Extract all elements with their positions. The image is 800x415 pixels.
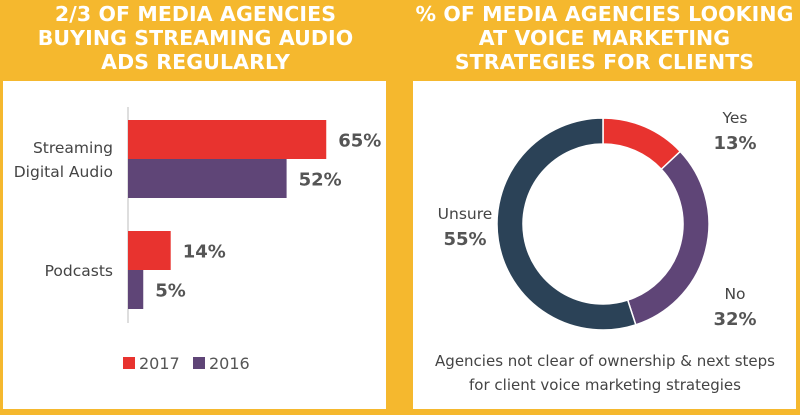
right-title-line-2: AT VOICE MARKETING (478, 26, 731, 50)
donut-caption-line-1: Agencies not clear of ownership & next s… (435, 352, 775, 370)
right-chart-body: Yes 13% No 32% Unsure 55% Agencies not clear o… (413, 81, 796, 409)
category-label: Digital Audio (14, 163, 113, 181)
right-panel: % OF MEDIA AGENCIES LOOKING AT VOICE MAR… (409, 0, 800, 415)
slice-value-yes: 13% (713, 133, 756, 154)
bar-2017-0 (128, 120, 327, 159)
left-panel: 2/3 OF MEDIA AGENCIES BUYING STREAMING A… (0, 0, 391, 415)
bar-2016-0 (128, 159, 287, 198)
legend-swatch-2016 (193, 357, 205, 369)
legend-label-2016: 2016 (209, 354, 250, 373)
left-title-line-3: ADS REGULARLY (101, 50, 290, 74)
right-title-line-3: STRATEGIES FOR CLIENTS (454, 50, 755, 74)
category-label: Podcasts (45, 262, 113, 280)
left-chart-title: 2/3 OF MEDIA AGENCIES BUYING STREAMING A… (0, 2, 391, 74)
bar-2016-1 (128, 270, 144, 309)
category-label: Streaming (33, 139, 113, 157)
donut-slice-no (626, 150, 710, 326)
bar-value-label: 14% (183, 242, 226, 263)
bar-chart: Streaming Digital Audio 65% 52% Podcasts 14% 5… (14, 107, 381, 373)
slice-label-no: No (724, 285, 745, 303)
slice-value-no: 32% (713, 309, 756, 330)
slice-value-unsure: 55% (443, 229, 486, 250)
right-chart-title: % OF MEDIA AGENCIES LOOKING AT VOICE MAR… (409, 2, 800, 74)
donut-slice-unsure (496, 117, 637, 331)
left-chart-body: Streaming Digital Audio 65% 52% Podcasts 14% 5… (3, 81, 386, 409)
slice-label-yes: Yes (721, 109, 747, 127)
bar-2017-1 (128, 231, 171, 270)
donut-chart: Yes 13% No 32% Unsure 55% Agencies not clear o… (435, 109, 775, 394)
left-title-line-2: BUYING STREAMING AUDIO (37, 26, 354, 50)
left-title-line-1: 2/3 OF MEDIA AGENCIES (54, 2, 337, 26)
donut-caption-line-2: for client voice marketing strategies (469, 376, 741, 394)
right-title-line-1: % OF MEDIA AGENCIES LOOKING (415, 2, 794, 26)
bar-value-label: 65% (338, 131, 381, 152)
legend-label-2017: 2017 (139, 354, 180, 373)
legend-swatch-2017 (123, 357, 135, 369)
slice-label-unsure: Unsure (438, 205, 493, 223)
bar-value-label: 5% (155, 281, 186, 302)
bar-value-label: 52% (299, 170, 342, 191)
